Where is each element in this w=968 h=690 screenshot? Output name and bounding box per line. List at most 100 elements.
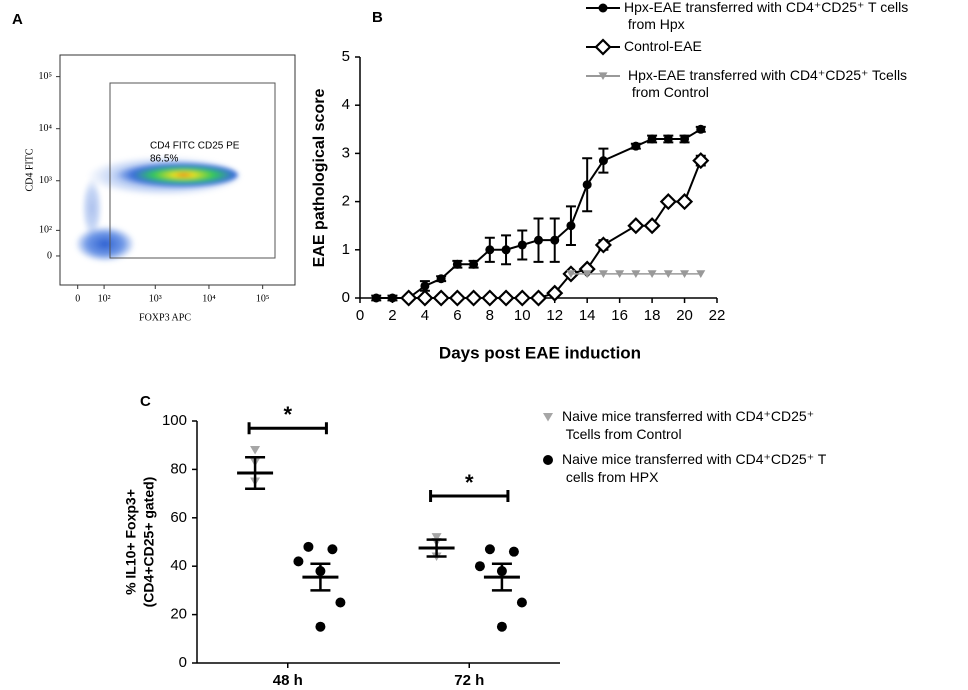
x-tick-label: 48 h — [273, 672, 303, 689]
y-tick-label: 60 — [170, 509, 187, 526]
data-point — [387, 293, 397, 303]
y-tick-label: 3 — [342, 144, 350, 161]
data-point — [484, 544, 495, 555]
data-point — [659, 193, 677, 211]
y-tick-label: 0 — [179, 654, 187, 671]
data-point — [452, 259, 462, 269]
y-tick-label: 4 — [342, 96, 350, 113]
x-tick-label: 12 — [546, 307, 563, 324]
x-tick-label: 10² — [98, 293, 111, 304]
data-point — [293, 556, 304, 567]
data-point — [546, 284, 564, 302]
data-point — [675, 193, 694, 211]
x-axis-label: Days post EAE induction — [439, 343, 641, 362]
data-point — [647, 270, 657, 278]
significance-bracket — [247, 422, 328, 435]
x-axis-label: FOXP3 APC — [139, 312, 191, 323]
data-point — [566, 221, 576, 231]
data-point — [496, 621, 507, 632]
density-halo — [82, 178, 102, 238]
data-point — [420, 281, 430, 291]
data-point — [627, 217, 645, 235]
data-point — [481, 289, 499, 307]
gate-value: 86.5% — [150, 154, 178, 165]
data-point — [680, 270, 690, 278]
y-tick-label: 10² — [39, 225, 52, 236]
data-point — [315, 621, 326, 632]
significance-bracket — [429, 490, 510, 503]
data-point — [566, 270, 576, 278]
y-tick-label: 80 — [170, 460, 187, 477]
gate-name: CD4 FITC CD25 PE — [150, 141, 240, 152]
data-point — [598, 270, 608, 278]
x-tick-label: 10⁴ — [202, 293, 216, 304]
y-tick-label: 10⁵ — [39, 71, 53, 82]
legend-label: Naive mice transferred with CD4⁺CD25⁺ Tc… — [562, 408, 814, 442]
x-tick-label: 20 — [676, 307, 693, 324]
data-point — [696, 124, 706, 134]
y-tick-label: 2 — [342, 193, 350, 210]
data-point — [416, 289, 434, 307]
x-tick-label: 16 — [611, 307, 628, 324]
x-tick-label: 0 — [356, 307, 364, 324]
density-cloud — [75, 226, 135, 262]
data-point — [327, 544, 338, 555]
density-cloud — [102, 162, 238, 188]
data-point — [335, 597, 346, 608]
data-point — [643, 217, 661, 235]
data-point — [465, 289, 483, 307]
data-point — [663, 134, 673, 144]
y-axis-label: CD4 FITC — [24, 148, 35, 191]
x-tick-label: 0 — [75, 293, 80, 304]
y-tick-label: 20 — [170, 606, 187, 623]
data-point — [303, 541, 314, 552]
x-tick-label: 18 — [644, 307, 661, 324]
data-point — [448, 289, 466, 307]
data-point — [474, 561, 485, 572]
legend-marker — [594, 38, 612, 56]
data-point — [517, 240, 527, 250]
x-tick-label: 72 h — [454, 672, 484, 689]
plot-frame — [59, 54, 296, 286]
data-point — [432, 289, 450, 307]
data-point — [550, 235, 560, 245]
x-tick-label: 6 — [453, 307, 461, 324]
x-tick-label: 2 — [388, 307, 396, 324]
y-tick-label: 100 — [162, 412, 187, 429]
legend-label: Hpx-EAE transferred with CD4⁺CD25⁺ T cel… — [624, 0, 908, 32]
data-point — [582, 180, 592, 190]
data-point — [485, 245, 495, 255]
y-axis-label: EAE pathological score — [311, 89, 328, 268]
legend-label: Naive mice transferred with CD4⁺CD25⁺ T … — [562, 451, 827, 485]
data-point — [469, 259, 479, 269]
y-tick-label: 10⁴ — [39, 123, 53, 134]
y-tick-label: 0 — [47, 250, 52, 261]
data-point — [680, 134, 690, 144]
data-point — [529, 289, 548, 307]
panel-label: C — [140, 393, 151, 410]
y-axis-label: % IL10+ Foxp3+ — [123, 489, 139, 595]
y-tick-label: 0 — [342, 289, 350, 306]
legend-label: Control-EAE — [624, 38, 702, 54]
panel-label: B — [372, 9, 383, 26]
significance-label: * — [283, 402, 292, 427]
y-tick-label: 10³ — [39, 175, 52, 186]
data-point — [516, 597, 527, 608]
panel-label: A — [12, 11, 23, 28]
sem-bar — [426, 538, 447, 558]
y-tick-label: 1 — [342, 241, 350, 258]
legend-marker — [598, 72, 608, 81]
x-tick-label: 10³ — [149, 293, 162, 304]
legend-marker — [543, 455, 553, 465]
x-tick-label: 22 — [709, 307, 726, 324]
legend-label: Hpx-EAE transferred with CD4⁺CD25⁺ Tcell… — [628, 67, 907, 100]
x-tick-label: 4 — [421, 307, 429, 324]
y-tick-label: 40 — [170, 557, 187, 574]
data-point — [594, 236, 612, 254]
data-point — [582, 270, 592, 278]
data-point — [663, 270, 673, 278]
data-point — [501, 245, 511, 255]
legend-marker — [598, 3, 608, 13]
